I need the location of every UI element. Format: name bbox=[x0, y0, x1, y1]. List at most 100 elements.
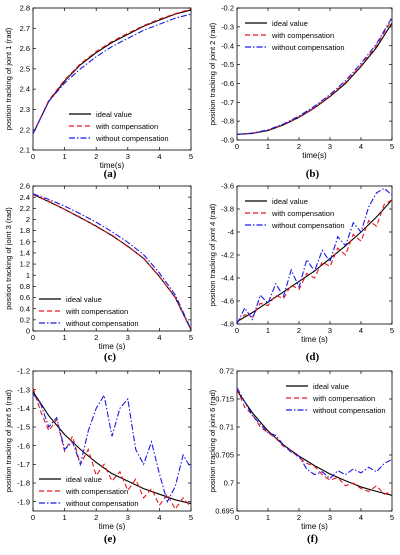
x-tick-label: 1 bbox=[63, 152, 67, 161]
legend-label: without compensation bbox=[271, 221, 345, 230]
x-tick-label: 4 bbox=[157, 152, 161, 161]
y-tick-label: -0.6 bbox=[221, 79, 234, 88]
series-line-ideal-value bbox=[33, 9, 191, 135]
y-tick-label: 2.8 bbox=[20, 4, 30, 13]
chart-panel-6: 0 1 2 3 4 5 0.695 0.7 0.705 0.71 0.715 0.72 time (s)… bbox=[208, 367, 394, 545]
y-tick-label: 0.2 bbox=[20, 315, 30, 324]
x-tick-label: 2 bbox=[297, 326, 301, 335]
legend-label: ideal value bbox=[272, 197, 308, 206]
x-tick-label: 2 bbox=[94, 333, 98, 342]
y-tick-label: 2.4 bbox=[20, 85, 30, 94]
legend-label: without compensation bbox=[271, 43, 345, 52]
y-tick-label: 1 bbox=[26, 271, 30, 280]
y-tick-label: -1.4 bbox=[17, 404, 30, 413]
series-group bbox=[237, 387, 392, 496]
x-tick-label: 3 bbox=[126, 513, 130, 522]
y-tick-label: 0.72 bbox=[219, 367, 234, 376]
legend: ideal value with compensation without comp… bbox=[39, 475, 139, 508]
y-tick-label: 2.7 bbox=[20, 24, 30, 33]
x-tick-label: 0 bbox=[31, 152, 35, 161]
y-axis-label: position tracking of joint 5 (rad) bbox=[4, 389, 13, 492]
chart-panel-3: 0 1 2 3 4 500.20.40.60.811.21.41.61.822.22.42… bbox=[4, 182, 193, 363]
chart-panel-4: 0 1 2 3 4 5 -4.8 -4.6 -4.4 -4.2 -4 -3.8 -3.6 time (s)… bbox=[208, 182, 394, 363]
x-tick-label: 2 bbox=[297, 513, 301, 522]
legend: ideal value with compensation without comp… bbox=[69, 110, 169, 143]
x-tick-label: 4 bbox=[157, 513, 161, 522]
x-tick-label: 0 bbox=[31, 513, 35, 522]
y-axis-label: position tracking of joint 3 (rad) bbox=[4, 207, 13, 310]
y-tick-label: -1.3 bbox=[17, 385, 30, 394]
legend: ideal value with compensation without comp… bbox=[39, 295, 139, 328]
y-tick-label: -1.9 bbox=[17, 497, 30, 506]
y-tick-label: 1.4 bbox=[20, 249, 30, 258]
panel-label: (e) bbox=[104, 533, 117, 545]
y-tick-label: -4 bbox=[227, 228, 234, 237]
x-tick-label: 1 bbox=[266, 326, 270, 335]
x-tick-label: 0 bbox=[235, 142, 239, 151]
y-tick-label: 0.715 bbox=[215, 395, 234, 404]
x-tick-label: 0 bbox=[235, 326, 239, 335]
x-tick-label: 1 bbox=[266, 513, 270, 522]
panel-label: (a) bbox=[104, 168, 117, 180]
x-tick-label: 0 bbox=[31, 333, 35, 342]
series-line-without-compensation bbox=[33, 193, 191, 330]
x-tick-label: 1 bbox=[63, 513, 67, 522]
legend-label: with compensation bbox=[271, 209, 334, 218]
y-tick-label: 0.4 bbox=[20, 304, 30, 313]
y-tick-label: 1.8 bbox=[20, 226, 30, 235]
y-tick-label: -0.2 bbox=[221, 4, 234, 13]
series-line-with-compensation bbox=[33, 8, 191, 135]
legend-label: ideal value bbox=[66, 475, 102, 484]
y-tick-label: -1.5 bbox=[17, 423, 30, 432]
y-tick-label: 0 bbox=[26, 327, 30, 336]
x-tick-label: 3 bbox=[328, 142, 332, 151]
y-tick-label: -1.8 bbox=[17, 479, 30, 488]
series-line-without-compensation bbox=[237, 17, 392, 135]
legend-label: without compensation bbox=[65, 319, 139, 328]
y-tick-label: 1.6 bbox=[20, 237, 30, 246]
panel-label: (d) bbox=[306, 351, 320, 363]
y-tick-label: -0.4 bbox=[221, 41, 234, 50]
y-tick-label: -1.6 bbox=[17, 441, 30, 450]
y-tick-label: -1.7 bbox=[17, 460, 30, 469]
x-tick-label: 5 bbox=[189, 513, 193, 522]
series-line-without-compensation bbox=[33, 13, 191, 135]
legend: ideal value with compensation without comp… bbox=[245, 197, 345, 230]
y-tick-label: -4.6 bbox=[221, 297, 234, 306]
x-tick-label: 3 bbox=[328, 513, 332, 522]
x-tick-label: 1 bbox=[266, 142, 270, 151]
y-tick-label: 2.4 bbox=[20, 193, 30, 202]
panel-label: (f) bbox=[307, 533, 318, 545]
legend-label: without compensation bbox=[65, 499, 139, 508]
y-tick-label: 2.6 bbox=[20, 44, 30, 53]
y-tick-label: 2 bbox=[26, 215, 30, 224]
plot-frame bbox=[236, 7, 393, 141]
x-tick-label: 2 bbox=[94, 513, 98, 522]
series-line-without-compensation bbox=[237, 187, 392, 324]
y-tick-label: -0.3 bbox=[221, 22, 234, 31]
y-tick-label: -3.6 bbox=[221, 182, 234, 191]
x-tick-label: 5 bbox=[390, 142, 394, 151]
y-tick-label: 2.2 bbox=[20, 125, 30, 134]
y-tick-label: 2.5 bbox=[20, 64, 30, 73]
legend-label: ideal value bbox=[96, 110, 132, 119]
x-tick-label: 0 bbox=[235, 513, 239, 522]
y-tick-label: 0.7 bbox=[224, 479, 234, 488]
y-tick-label: -3.8 bbox=[221, 205, 234, 214]
series-group bbox=[33, 8, 191, 135]
plot-frame bbox=[236, 185, 393, 325]
series-group bbox=[33, 193, 191, 331]
y-tick-label: 0.6 bbox=[20, 293, 30, 302]
legend: ideal value with compensation without comp… bbox=[245, 19, 345, 52]
legend-label: with compensation bbox=[312, 394, 375, 403]
x-tick-label: 3 bbox=[126, 152, 130, 161]
y-tick-label: -0.5 bbox=[221, 60, 234, 69]
legend-label: with compensation bbox=[65, 487, 128, 496]
x-axis-label: time(s) bbox=[100, 161, 125, 170]
x-tick-label: 5 bbox=[390, 326, 394, 335]
panel-label: (c) bbox=[104, 351, 117, 363]
chart-panel-5: 0 1 2 3 4 5 -1.9 -1.8 -1.7 -1.6 -1.5 -1.4 -1.3 -1.2 ti… bbox=[4, 367, 193, 545]
series-group bbox=[33, 387, 191, 511]
legend-label: without compensation bbox=[95, 134, 169, 143]
y-tick-label: 0.705 bbox=[215, 451, 234, 460]
